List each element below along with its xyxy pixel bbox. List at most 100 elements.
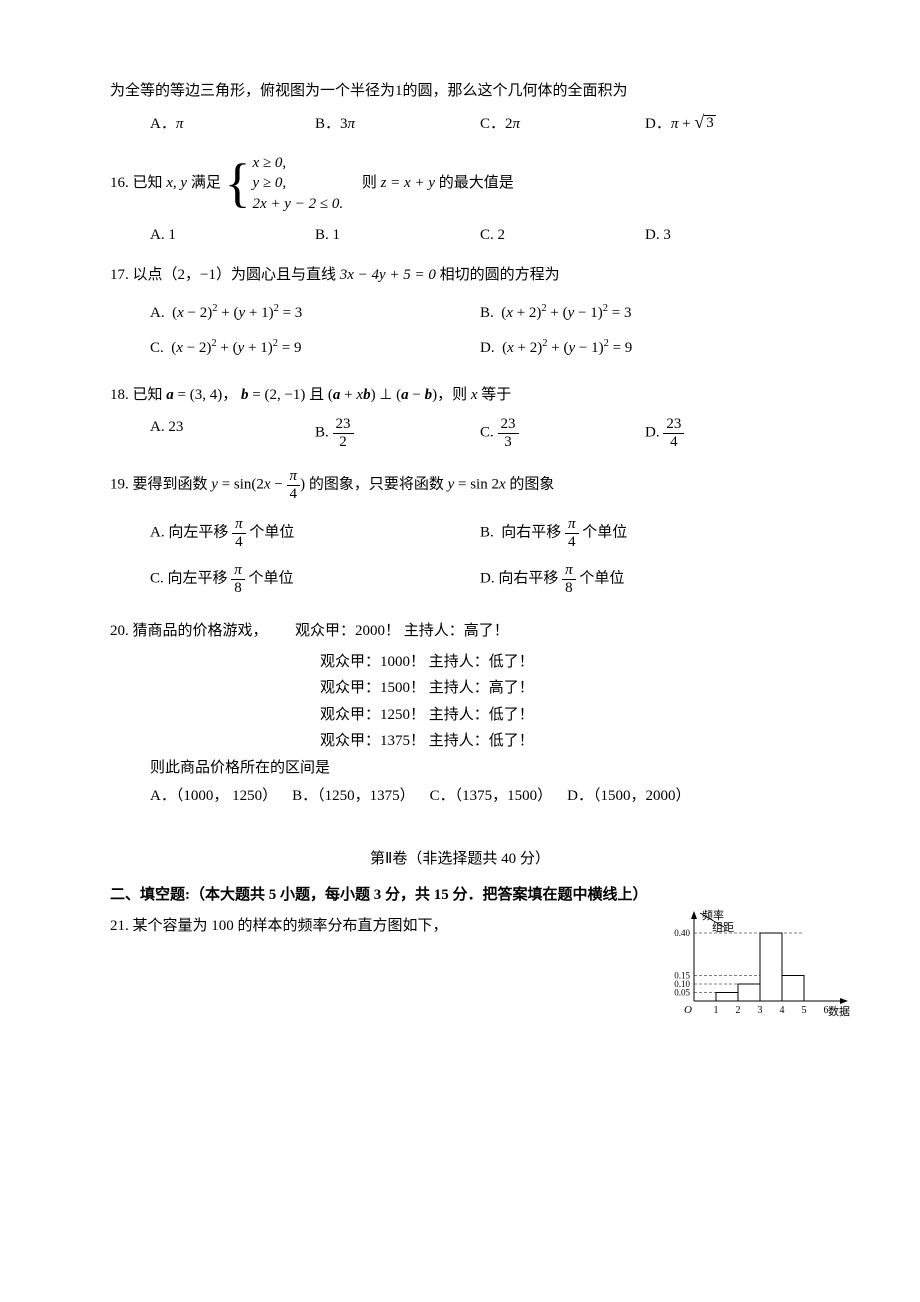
q18-B-den: 2 (333, 434, 354, 451)
q19-stem: 19. 要得到函数 y = sin(2x − π4) 的图象，只要将函数 y =… (110, 468, 810, 502)
q17-stem: 17. 以点（2，−1）为圆心且与直线 3x − 4y + 5 = 0 相切的圆… (110, 264, 810, 287)
q19-opt-D: D. 向右平移 π8 个单位 (480, 562, 810, 596)
q16-pre: 16. 已知 (110, 175, 166, 191)
q17-opt-A: A. (x − 2)2 + (y + 1)2 = 3 (150, 301, 480, 325)
q16-opt-A: A. 1 (150, 224, 315, 247)
q20-line-2: 观众甲：1500！ 主持人：高了！ (110, 677, 810, 700)
q20-line-0: 观众甲：2000！ 主持人：高了！ (295, 623, 509, 639)
q18-D-den: 4 (663, 434, 684, 451)
q21-stem: 21. 某个容量为 100 的样本的频率分布直方图如下， (110, 915, 448, 938)
svg-text:0.05: 0.05 (674, 987, 690, 997)
q20-opt-A-val: （1000， 1250） (176, 788, 277, 804)
q19-C-pre: 向左平移 (168, 571, 232, 587)
svg-text:2: 2 (736, 1005, 741, 1016)
q16-stem: 16. 已知 x, y 满足 { x ≥ 0, y ≥ 0, 2x + y − … (110, 153, 810, 214)
svg-text:4: 4 (780, 1005, 785, 1016)
q16-opt-C-val: 2 (498, 227, 506, 243)
q20-opt-D: D．（1500，2000） (567, 788, 690, 804)
q16-postafter: 的最大值是 (435, 175, 514, 191)
q16-postpre: 则 (362, 175, 381, 191)
q16-vars: x, y (166, 175, 187, 191)
q16-case-0: x ≥ 0, (253, 153, 344, 173)
svg-text:组距: 组距 (712, 920, 734, 934)
q15-opt-C: C．2π (480, 113, 645, 136)
q17-opt-D: D. (x + 2)2 + (y − 1)2 = 9 (480, 336, 810, 360)
q18-sep1: ， (222, 387, 241, 403)
q18-opt-A-val: 23 (168, 419, 183, 435)
q20-opt-C: C．（1375，1500） (430, 788, 553, 804)
q15-opt-D: D．π + √3 (645, 113, 810, 136)
q19-B-pre: 向右平移 (501, 525, 565, 541)
q16-case-2: 2x + y − 2 ≤ 0. (253, 194, 344, 214)
q19-D-den: 8 (562, 580, 576, 597)
histogram-chart: 频率组距数据O0.400.150.100.05123456 (660, 909, 880, 1021)
q19-opt-B: B. 向右平移 π4 个单位 (480, 516, 810, 550)
q20-opt-A: A．（1000， 1250） (150, 788, 277, 804)
q16-opt-A-val: 1 (168, 227, 176, 243)
q18-options: A. 23 B. 232 C. 233 D. 234 (110, 416, 810, 450)
q20-line-4: 观众甲：1375！ 主持人：低了！ (110, 730, 810, 753)
q19-B-den: 4 (565, 534, 579, 551)
q17-eq: 3x − 4y + 5 = 0 (340, 267, 436, 283)
q16-opt-B: B. 1 (315, 224, 480, 247)
q18-opt-B: B. 232 (315, 416, 480, 450)
q15-options: A．π B．3π C．2π D．π + √3 (110, 113, 810, 136)
q16-opt-B-val: 1 (333, 227, 341, 243)
q19-D-num: π (562, 562, 576, 580)
q19-C-num: π (231, 562, 245, 580)
q16-cases: { x ≥ 0, y ≥ 0, 2x + y − 2 ≤ 0. (225, 153, 343, 214)
svg-text:数据: 数据 (828, 1004, 850, 1018)
svg-text:O: O (684, 1004, 692, 1016)
q18-post: ，则 x 等于 (437, 387, 511, 403)
q18-opt-C: C. 233 (480, 416, 645, 450)
q20-options: A．（1000， 1250） B．（1250，1375） C．（1375，150… (110, 785, 810, 808)
q21-row: 21. 某个容量为 100 的样本的频率分布直方图如下， 频率组距数据O0.40… (110, 915, 810, 938)
q16-options: A. 1 B. 1 C. 2 D. 3 (110, 224, 810, 247)
q18-B-num: 23 (333, 416, 354, 434)
q17-post: 相切的圆的方程为 (436, 267, 560, 283)
q19-A-num: π (232, 516, 246, 534)
q17-pre: 17. 以点（2，−1）为圆心且与直线 (110, 267, 340, 283)
q20-line-1: 观众甲：1000！ 主持人：低了！ (110, 651, 810, 674)
q18-opt-D: D. 234 (645, 416, 810, 450)
q16-mid: 满足 (187, 175, 225, 191)
q20-opt-C-val: （1375，1500） (455, 788, 553, 804)
q16-case-1: y ≥ 0, (253, 173, 344, 193)
q18-mid: 且 (305, 387, 328, 403)
q19-C-den: 8 (231, 580, 245, 597)
q16-opt-D: D. 3 (645, 224, 810, 247)
q17-opt-C: C. (x − 2)2 + (y + 1)2 = 9 (150, 336, 480, 360)
q17-options: A. (x − 2)2 + (y + 1)2 = 3 B. (x + 2)2 +… (110, 295, 810, 366)
q16-opt-C: C. 2 (480, 224, 645, 247)
q20-stem-text: 20. 猜商品的价格游戏， (110, 623, 268, 639)
q20-line-3: 观众甲：1250！ 主持人：低了！ (110, 704, 810, 727)
q15-opt-A: A．π (150, 113, 315, 136)
q19-options: A. 向左平移 π4 个单位 B. 向右平移 π4 个单位 C. 向左平移 π8… (110, 510, 810, 602)
section2-subtitle: 二、填空题:（本大题共 5 小题，每小题 3 分，共 15 分．把答案填在题中横… (110, 884, 810, 907)
q18-D-num: 23 (663, 416, 684, 434)
q20-stem: 20. 猜商品的价格游戏， 观众甲：2000！ 主持人：高了！ (110, 620, 810, 643)
q19-B-num: π (565, 516, 579, 534)
q15-continuation: 为全等的等边三角形，俯视图为一个半径为1的圆，那么这个几何体的全面积为 (110, 80, 810, 103)
q19-D-post: 个单位 (576, 571, 625, 587)
q18-pre: 18. 已知 (110, 387, 166, 403)
q20-conclusion: 则此商品价格所在的区间是 (110, 757, 810, 780)
q19-A-den: 4 (232, 534, 246, 551)
q19-A-post: 个单位 (246, 525, 295, 541)
q19-f1-num: π (287, 468, 301, 486)
svg-text:6: 6 (824, 1005, 829, 1016)
svg-text:1: 1 (714, 1005, 719, 1016)
q18-C-num: 23 (498, 416, 519, 434)
q16-opt-D-val: 3 (663, 227, 671, 243)
q17-opt-B: B. (x + 2)2 + (y − 1)2 = 3 (480, 301, 810, 325)
q20-opt-B: B．（1250，1375） (292, 788, 415, 804)
section2-title: 第Ⅱ卷（非选择题共 40 分） (110, 848, 810, 871)
svg-text:频率: 频率 (702, 909, 724, 922)
q19-A-pre: 向左平移 (168, 525, 232, 541)
q19-C-post: 个单位 (245, 571, 294, 587)
q18-C-den: 3 (498, 434, 519, 451)
q20-opt-B-val: （1250，1375） (317, 788, 415, 804)
q15-opt-B: B．3π (315, 113, 480, 136)
q16-expr: z = x + y (381, 175, 435, 191)
q19-post: 的图象 (506, 477, 555, 493)
